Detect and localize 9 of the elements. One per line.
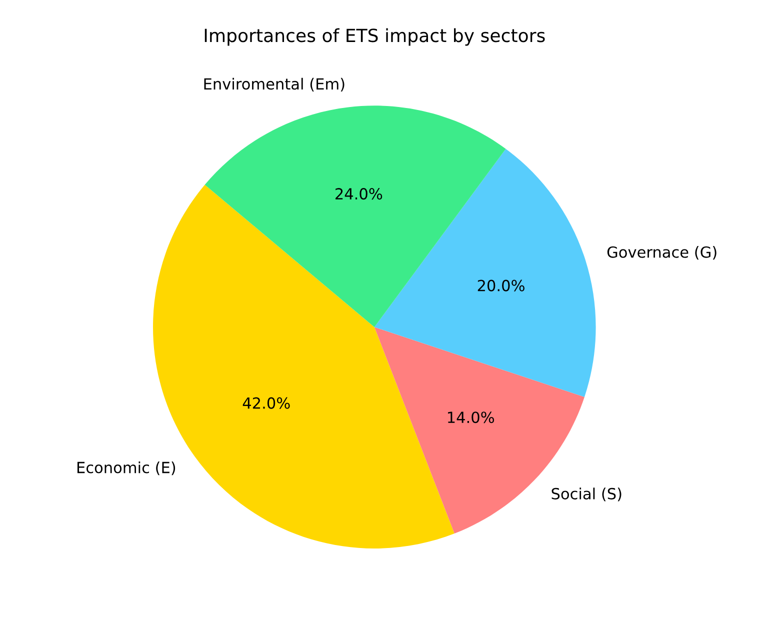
data-label: 42.0%	[242, 397, 290, 409]
slice-label: Social (S)	[552, 488, 622, 502]
data-label: 24.0%	[336, 188, 382, 200]
data-label: 14.0%	[448, 412, 494, 424]
slice-label: Enviromental (Em)	[204, 78, 344, 92]
slice-label: Economic (E)	[77, 461, 176, 476]
data-label: 20.0%	[478, 280, 524, 292]
chart-title: Importances of ETS impact by sectors	[204, 28, 545, 46]
slice-label: Governace (G)	[607, 246, 716, 260]
